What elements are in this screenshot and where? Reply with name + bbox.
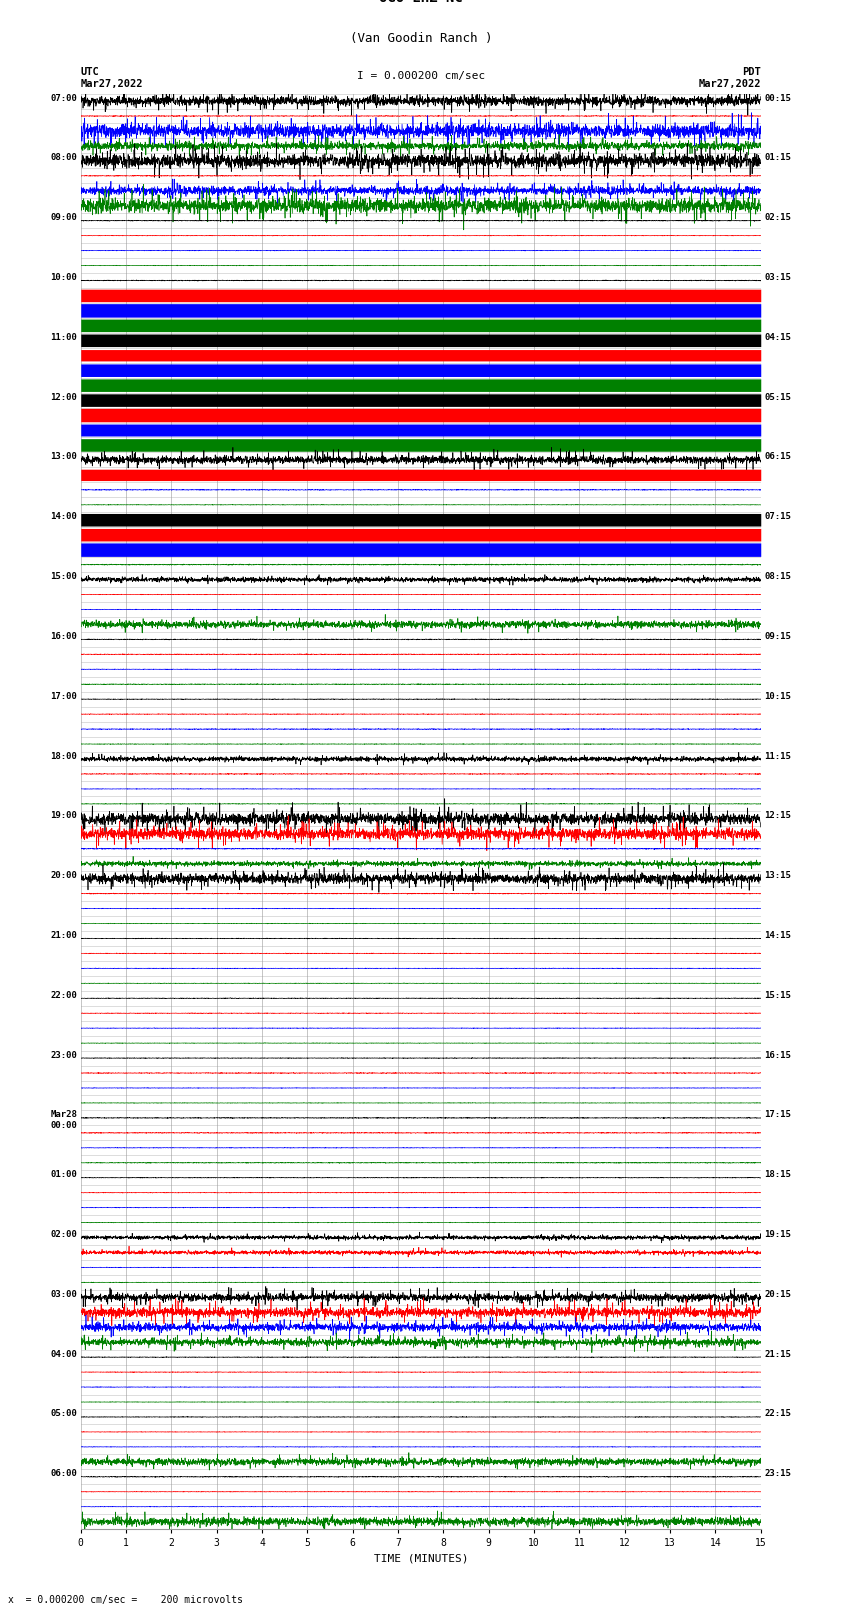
Text: 13:15: 13:15 [764, 871, 791, 881]
Text: 06:00: 06:00 [50, 1469, 77, 1478]
Text: 04:15: 04:15 [764, 332, 791, 342]
Text: 01:00: 01:00 [50, 1171, 77, 1179]
Text: 19:15: 19:15 [764, 1231, 791, 1239]
Text: 11:00: 11:00 [50, 332, 77, 342]
Text: 23:15: 23:15 [764, 1469, 791, 1478]
Text: 16:00: 16:00 [50, 632, 77, 640]
Text: 21:15: 21:15 [764, 1350, 791, 1358]
Text: 22:15: 22:15 [764, 1410, 791, 1418]
Text: 09:00: 09:00 [50, 213, 77, 223]
Text: 12:15: 12:15 [764, 811, 791, 821]
Text: 23:00: 23:00 [50, 1050, 77, 1060]
Text: OGO EHZ NC: OGO EHZ NC [379, 0, 462, 5]
Text: 10:15: 10:15 [764, 692, 791, 700]
Text: 14:00: 14:00 [50, 513, 77, 521]
Text: 17:00: 17:00 [50, 692, 77, 700]
Text: 11:15: 11:15 [764, 752, 791, 760]
Text: 20:00: 20:00 [50, 871, 77, 881]
Text: 21:00: 21:00 [50, 931, 77, 940]
Text: Mar28
00:00: Mar28 00:00 [50, 1110, 77, 1129]
Text: 16:15: 16:15 [764, 1050, 791, 1060]
Text: 10:00: 10:00 [50, 273, 77, 282]
Text: x  = 0.000200 cm/sec =    200 microvolts: x = 0.000200 cm/sec = 200 microvolts [8, 1595, 243, 1605]
Text: 08:15: 08:15 [764, 573, 791, 581]
Text: I = 0.000200 cm/sec: I = 0.000200 cm/sec [357, 71, 484, 81]
Text: 20:15: 20:15 [764, 1290, 791, 1298]
Text: 15:00: 15:00 [50, 573, 77, 581]
Text: 07:15: 07:15 [764, 513, 791, 521]
Text: 15:15: 15:15 [764, 990, 791, 1000]
Text: 02:15: 02:15 [764, 213, 791, 223]
Text: 00:15: 00:15 [764, 94, 791, 103]
Text: 14:15: 14:15 [764, 931, 791, 940]
Text: 01:15: 01:15 [764, 153, 791, 163]
Text: PDT
Mar27,2022: PDT Mar27,2022 [698, 68, 761, 89]
Text: 18:15: 18:15 [764, 1171, 791, 1179]
Text: 19:00: 19:00 [50, 811, 77, 821]
Text: 07:00: 07:00 [50, 94, 77, 103]
Text: 09:15: 09:15 [764, 632, 791, 640]
Text: (Van Goodin Ranch ): (Van Goodin Ranch ) [349, 32, 492, 45]
Text: 05:15: 05:15 [764, 392, 791, 402]
Text: UTC
Mar27,2022: UTC Mar27,2022 [81, 68, 144, 89]
Text: 12:00: 12:00 [50, 392, 77, 402]
Text: 13:00: 13:00 [50, 453, 77, 461]
Text: 04:00: 04:00 [50, 1350, 77, 1358]
Text: 06:15: 06:15 [764, 453, 791, 461]
X-axis label: TIME (MINUTES): TIME (MINUTES) [373, 1553, 468, 1563]
Text: 03:15: 03:15 [764, 273, 791, 282]
Text: 02:00: 02:00 [50, 1231, 77, 1239]
Text: 22:00: 22:00 [50, 990, 77, 1000]
Text: 05:00: 05:00 [50, 1410, 77, 1418]
Text: 17:15: 17:15 [764, 1110, 791, 1119]
Text: 18:00: 18:00 [50, 752, 77, 760]
Text: 08:00: 08:00 [50, 153, 77, 163]
Text: 03:00: 03:00 [50, 1290, 77, 1298]
